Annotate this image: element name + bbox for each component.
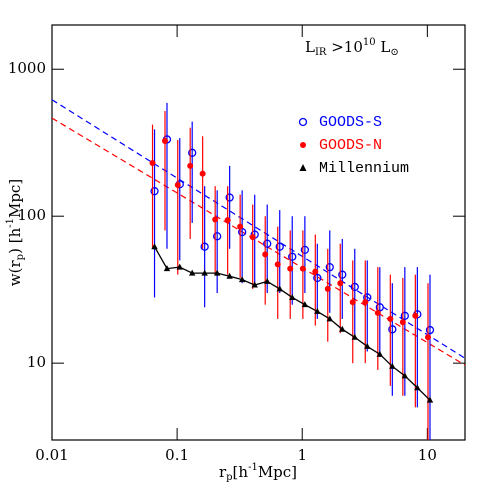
point (374, 309, 381, 316)
xlabel-part: Mpc] (258, 463, 297, 481)
annotation-part: IR (315, 47, 327, 58)
point (349, 299, 356, 306)
point (213, 232, 222, 241)
point (300, 245, 310, 255)
ylabel-part: -1 (5, 218, 16, 228)
point (337, 280, 344, 287)
annotation-part: 10 (363, 37, 376, 48)
point (263, 239, 272, 248)
point (299, 265, 306, 272)
ylabel: w(rp​) [h-1​Mpc] (5, 179, 26, 286)
xlabel-part: [h (233, 463, 249, 481)
point (324, 285, 331, 292)
point (400, 311, 409, 320)
y-tick-label: 1000 (8, 59, 46, 77)
point (314, 307, 321, 314)
point (412, 312, 419, 319)
point (301, 301, 309, 308)
point (313, 273, 322, 283)
annotation-part: L (305, 38, 315, 56)
point (326, 315, 333, 322)
point (350, 282, 359, 292)
xlabel-part: -1 (248, 462, 258, 473)
point (338, 270, 347, 279)
point (150, 187, 159, 196)
point (224, 217, 231, 224)
point (237, 223, 244, 230)
point (288, 252, 297, 261)
point (163, 265, 171, 272)
point (389, 362, 396, 369)
legend-marker (298, 117, 308, 127)
ylabel-part: w(r (6, 260, 24, 287)
point (274, 261, 281, 268)
point (376, 350, 384, 357)
point (149, 160, 156, 167)
legend-label: GOODS-N (319, 137, 382, 154)
point (312, 268, 319, 275)
point (187, 162, 194, 169)
legend-label: GOODS-S (319, 114, 382, 131)
point (238, 276, 246, 283)
point (424, 334, 431, 341)
xlabel-part: r (219, 463, 227, 481)
point (339, 325, 346, 332)
point (401, 372, 409, 379)
point (275, 242, 284, 251)
x-tick-label: 1 (297, 446, 307, 464)
point (264, 277, 271, 284)
legend-marker (299, 164, 307, 171)
point (262, 251, 269, 258)
point (387, 315, 394, 322)
legend-label: Millennium (319, 160, 409, 177)
x-tick-label: 0.1 (165, 446, 189, 464)
fit-line (52, 117, 465, 366)
point (364, 342, 371, 349)
ylabel-part: p (15, 254, 26, 260)
point (213, 269, 221, 276)
point (176, 263, 183, 270)
point (225, 193, 234, 202)
x-tick-label: 0.01 (35, 446, 68, 464)
point (249, 234, 256, 241)
point (289, 293, 296, 300)
point (188, 269, 196, 276)
point (201, 269, 208, 276)
x-tick-label: 10 (418, 446, 437, 464)
point (425, 325, 435, 335)
plot-area (52, 99, 465, 440)
point (276, 285, 283, 292)
point (287, 265, 294, 272)
annotation: LIR​ >1010​ L⊙​ (305, 37, 399, 58)
point (362, 299, 369, 306)
annotation-part: L (376, 38, 391, 56)
point (161, 137, 168, 144)
point (212, 216, 219, 223)
annotation-part: >10 (326, 38, 362, 56)
point (188, 148, 197, 157)
xlabel-part: p (226, 472, 232, 483)
plot-frame (51, 24, 466, 441)
point (351, 333, 358, 340)
point (200, 242, 209, 251)
point (174, 182, 181, 189)
point (226, 272, 233, 279)
point (399, 319, 406, 326)
point (251, 281, 258, 288)
point (151, 243, 158, 250)
point (325, 263, 334, 272)
annotation-part: ⊙ (390, 47, 398, 58)
point (414, 384, 421, 391)
point (388, 325, 397, 334)
y-tick-label: 100 (17, 206, 46, 224)
fit-line (52, 99, 465, 359)
y-tick-label: 10 (27, 353, 46, 371)
point (199, 170, 206, 177)
ylabel-part: ) [h (6, 227, 24, 253)
point (426, 396, 434, 403)
legend-marker (300, 142, 306, 148)
ylabel-part: Mpc] (6, 179, 24, 218)
xlabel: rp​[h-1​Mpc] (219, 462, 297, 483)
